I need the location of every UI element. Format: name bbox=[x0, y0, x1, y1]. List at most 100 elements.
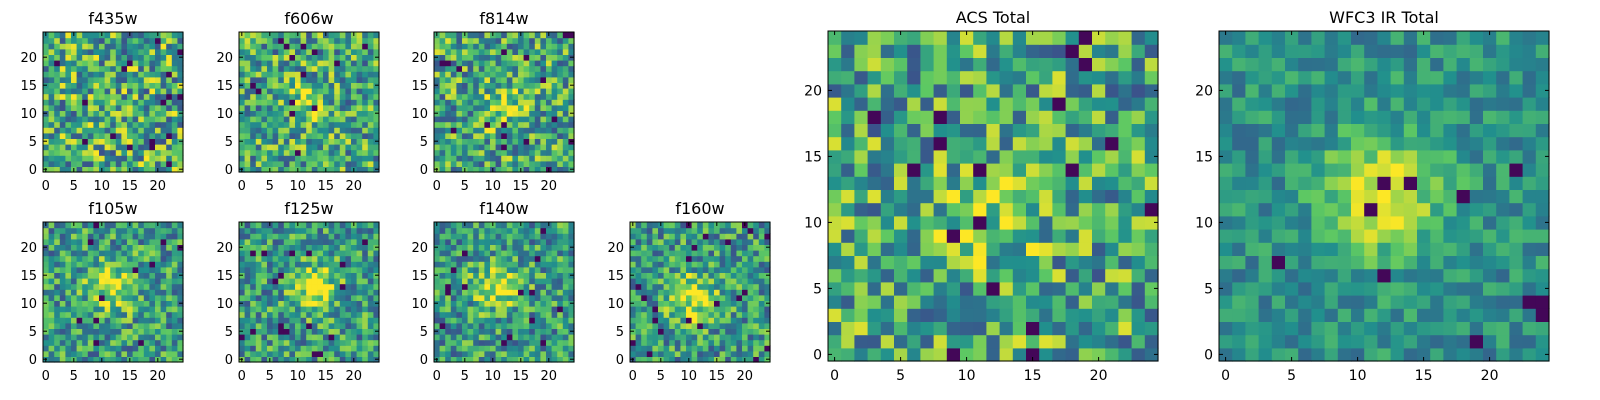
heatmap-cell bbox=[434, 255, 441, 262]
heatmap-cell bbox=[76, 356, 83, 363]
heatmap-cell bbox=[697, 278, 704, 285]
heatmap-cell bbox=[295, 54, 302, 61]
heatmap-cell bbox=[512, 300, 519, 307]
heatmap-cell bbox=[506, 339, 513, 346]
heatmap-cell bbox=[658, 317, 665, 324]
heatmap-cell bbox=[295, 261, 302, 268]
heatmap-cell bbox=[753, 238, 760, 245]
heatmap-cell bbox=[76, 132, 83, 139]
heatmap-cell bbox=[261, 88, 268, 95]
heatmap-cell bbox=[764, 278, 771, 285]
heatmap-cell bbox=[244, 88, 251, 95]
heatmap-cell bbox=[155, 155, 162, 162]
heatmap-cell bbox=[495, 227, 502, 234]
heatmap-cell bbox=[484, 255, 491, 262]
heatmap-cell bbox=[267, 65, 274, 72]
heatmap-cell bbox=[244, 294, 251, 301]
heatmap-cell bbox=[373, 121, 380, 128]
heatmap-cell bbox=[490, 306, 497, 313]
heatmap-cell bbox=[306, 138, 313, 145]
heatmap-cell bbox=[1078, 176, 1093, 190]
heatmap-cell bbox=[289, 121, 296, 128]
heatmap-cell bbox=[635, 300, 642, 307]
heatmap-cell bbox=[758, 306, 765, 313]
heatmap-cell bbox=[76, 110, 83, 117]
heatmap-cell bbox=[283, 132, 290, 139]
heatmap-cell bbox=[501, 227, 508, 234]
heatmap-cell bbox=[439, 37, 446, 44]
heatmap-cell bbox=[501, 306, 508, 313]
heatmap-cell bbox=[495, 294, 502, 301]
heatmap-cell bbox=[518, 317, 525, 324]
heatmap-cell bbox=[753, 356, 760, 363]
heatmap-cell bbox=[104, 328, 111, 335]
heatmap-cell bbox=[328, 261, 335, 268]
heatmap-cell bbox=[71, 334, 78, 341]
heatmap-cell bbox=[1118, 295, 1133, 309]
heatmap-cell bbox=[867, 295, 882, 309]
heatmap-cell bbox=[1026, 281, 1040, 296]
heatmap-cell bbox=[669, 289, 676, 296]
heatmap-cell bbox=[323, 54, 330, 61]
heatmap-cell bbox=[104, 116, 111, 123]
heatmap-cell bbox=[1105, 176, 1119, 190]
heatmap-cell bbox=[177, 32, 184, 39]
heatmap-cell bbox=[557, 149, 564, 156]
heatmap-cell bbox=[166, 32, 173, 39]
heatmap-cell bbox=[557, 306, 564, 313]
heatmap-cell bbox=[506, 328, 513, 335]
heatmap-cell bbox=[351, 250, 358, 257]
heatmap-cell bbox=[1118, 189, 1133, 204]
heatmap-cell bbox=[702, 317, 709, 324]
heatmap-grid-f814w bbox=[434, 32, 575, 173]
heatmap-cell bbox=[478, 166, 485, 173]
heatmap-cell bbox=[867, 163, 882, 177]
heatmap-cell bbox=[295, 266, 302, 273]
heatmap-cell bbox=[719, 356, 726, 363]
heatmap-cell bbox=[272, 149, 279, 156]
heatmap-cell bbox=[339, 60, 346, 67]
heatmap-cell bbox=[121, 132, 128, 139]
heatmap-cell bbox=[551, 289, 558, 296]
heatmap-cell bbox=[255, 60, 262, 67]
heatmap-cell bbox=[691, 272, 698, 279]
heatmap-cell bbox=[484, 93, 491, 100]
heatmap-cell bbox=[71, 238, 78, 245]
heatmap-cell bbox=[244, 227, 251, 234]
heatmap-cell bbox=[568, 60, 575, 67]
heatmap-cell bbox=[289, 116, 296, 123]
heatmap-cell bbox=[177, 306, 184, 313]
heatmap-cell bbox=[697, 317, 704, 324]
heatmap-cell bbox=[557, 132, 564, 139]
heatmap-cell bbox=[467, 250, 474, 257]
heatmap-cell bbox=[76, 328, 83, 335]
heatmap-cell bbox=[160, 222, 167, 229]
heatmap-cell bbox=[250, 244, 257, 251]
heatmap-cell bbox=[250, 43, 257, 50]
heatmap-cell bbox=[546, 289, 553, 296]
heatmap-cell bbox=[680, 255, 687, 262]
heatmap-cell bbox=[529, 166, 536, 173]
heatmap-cell bbox=[373, 149, 380, 156]
heatmap-cell bbox=[551, 93, 558, 100]
heatmap-cell bbox=[289, 155, 296, 162]
heatmap-cell bbox=[339, 71, 346, 78]
heatmap-cell bbox=[323, 322, 330, 329]
heatmap-cell bbox=[462, 60, 469, 67]
heatmap-cell bbox=[311, 127, 318, 134]
heatmap-cell bbox=[177, 88, 184, 95]
heatmap-cell bbox=[166, 82, 173, 89]
heatmap-cell bbox=[99, 283, 106, 290]
heatmap-cell bbox=[272, 127, 279, 134]
heatmap-cell bbox=[59, 65, 66, 72]
heatmap-cell bbox=[490, 261, 497, 268]
heatmap-cell bbox=[551, 339, 558, 346]
heatmap-cell bbox=[127, 37, 134, 44]
heatmap-cell bbox=[439, 93, 446, 100]
heatmap-cell bbox=[747, 227, 754, 234]
heatmap-cell bbox=[261, 261, 268, 268]
heatmap-cell bbox=[730, 238, 737, 245]
heatmap-cell bbox=[334, 294, 341, 301]
heatmap-cell bbox=[328, 32, 335, 39]
heatmap-cell bbox=[272, 54, 279, 61]
